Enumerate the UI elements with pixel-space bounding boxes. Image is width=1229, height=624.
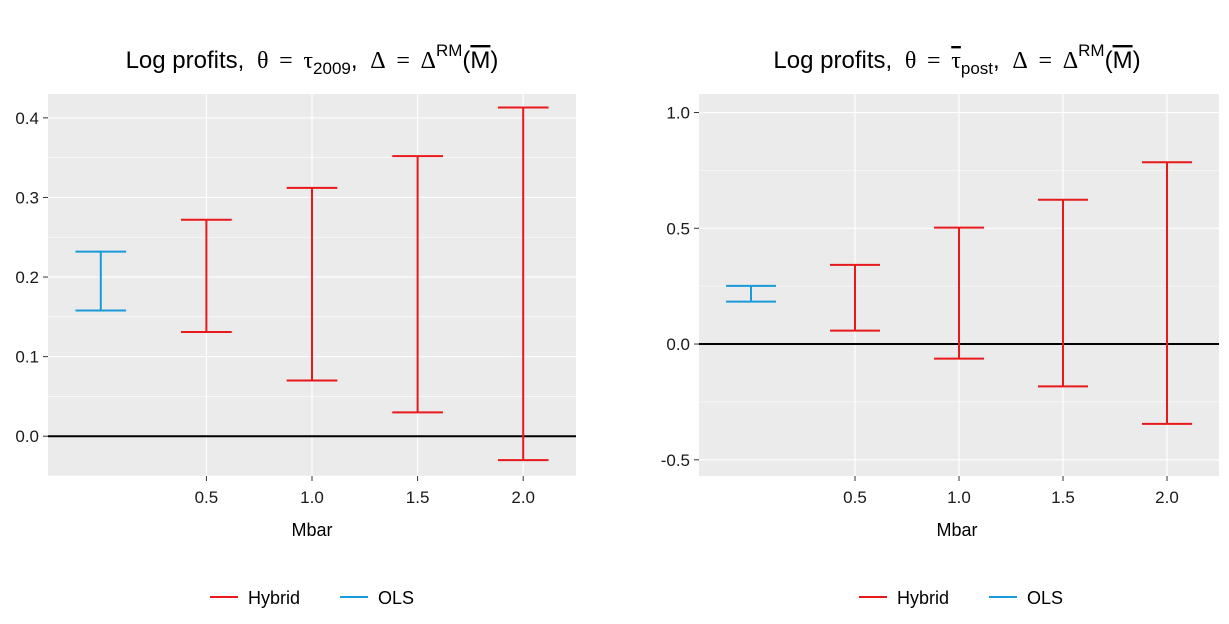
chart-title: Log profits, θ = τpost, Δ = ΔRM(M) (773, 41, 1140, 78)
title-prefix: Log profits, (126, 47, 245, 74)
title-theta: θ (257, 48, 269, 74)
plot-area: 0.0 0.1 0.2 0.3 0.4 0.5 1.0 1.5 2.0 (15, 94, 576, 507)
x-tick-label: 2.0 (511, 488, 535, 507)
y-tick-label: 0.1 (15, 348, 39, 367)
y-tick-label: 0.5 (666, 219, 690, 238)
title-paren-close: ) (1133, 47, 1141, 74)
title-comma: , (993, 47, 1000, 74)
title-tau: τ (303, 48, 313, 74)
x-tick-label: 0.5 (843, 488, 867, 507)
x-tick-label: 1.0 (947, 488, 971, 507)
legend-label: Hybrid (897, 588, 949, 608)
legend: Hybrid OLS (859, 588, 1063, 608)
legend-label: OLS (378, 588, 414, 608)
x-tick-label: 2.0 (1155, 488, 1179, 507)
errorbar-ols (75, 250, 127, 312)
y-tick-label: -0.5 (661, 451, 690, 470)
title-paren-close: ) (490, 47, 498, 74)
title-theta: θ (905, 48, 917, 74)
title-delta-sup: RM (1078, 41, 1104, 60)
plot-area: -0.5 0.0 0.5 1.0 0.5 1.0 1.5 2.0 (661, 94, 1219, 507)
x-tick-label: 1.0 (300, 488, 324, 507)
title-tau-sub: 2009 (313, 59, 351, 78)
legend-item-ols: OLS (340, 588, 414, 608)
title-eq-2: = (1038, 48, 1052, 74)
title-prefix: Log profits, (773, 47, 892, 74)
errorbar-hybrid (181, 218, 232, 333)
legend-item-ols: OLS (989, 588, 1063, 608)
legend-item-hybrid: Hybrid (859, 588, 949, 608)
title-mbar: M (1113, 47, 1133, 74)
y-tick-label: 0.3 (15, 188, 39, 207)
title-paren-open: ( (462, 47, 470, 74)
legend-label: OLS (1027, 588, 1063, 608)
title-delta: Δ (1012, 48, 1027, 74)
x-tick-label: 0.5 (195, 488, 219, 507)
errorbar-hybrid (497, 106, 549, 462)
title-comma: , (351, 47, 358, 74)
title-delta: Δ (370, 48, 385, 74)
errorbar-hybrid (392, 155, 443, 414)
x-tick-label: 1.5 (1051, 488, 1075, 507)
legend-item-hybrid: Hybrid (210, 588, 300, 608)
title-tau: τ (951, 48, 961, 74)
errorbar-hybrid (830, 263, 880, 332)
title-delta-sup: RM (436, 41, 462, 60)
chart-right: Log profits, θ = τpost, Δ = ΔRM(M) -0.50… (661, 41, 1219, 608)
title-eq-2: = (396, 48, 410, 74)
errorbar-hybrid (1038, 198, 1088, 388)
legend: Hybrid OLS (210, 588, 414, 608)
y-tick-label: 0.4 (15, 109, 39, 128)
x-tick-label: 1.5 (406, 488, 430, 507)
y-tick-label: 0.0 (666, 335, 690, 354)
title-eq: = (927, 48, 941, 74)
title-delta-2: Δ (421, 48, 436, 74)
legend-label: Hybrid (248, 588, 300, 608)
y-tick-label: 1.0 (666, 104, 690, 123)
errorbar-hybrid (934, 226, 984, 360)
title-tau-sub: post (961, 59, 993, 78)
y-tick-label: 0.0 (15, 427, 39, 446)
title-paren-open: ( (1105, 47, 1113, 74)
errorbar-hybrid (286, 186, 338, 382)
title-eq: = (279, 48, 293, 74)
chart-left: Log profits, θ = τ2009, Δ = ΔRM(M) 0.00.… (15, 41, 576, 608)
errorbar-ols (726, 284, 776, 303)
chart-title: Log profits, θ = τ2009, Δ = ΔRM(M) (126, 41, 499, 78)
x-axis-title: Mbar (936, 520, 977, 540)
title-mbar: M (470, 47, 490, 74)
x-axis-title: Mbar (291, 520, 332, 540)
title-delta-2: Δ (1063, 48, 1078, 74)
errorbar-hybrid (1142, 161, 1192, 425)
y-tick-label: 0.2 (15, 268, 39, 287)
